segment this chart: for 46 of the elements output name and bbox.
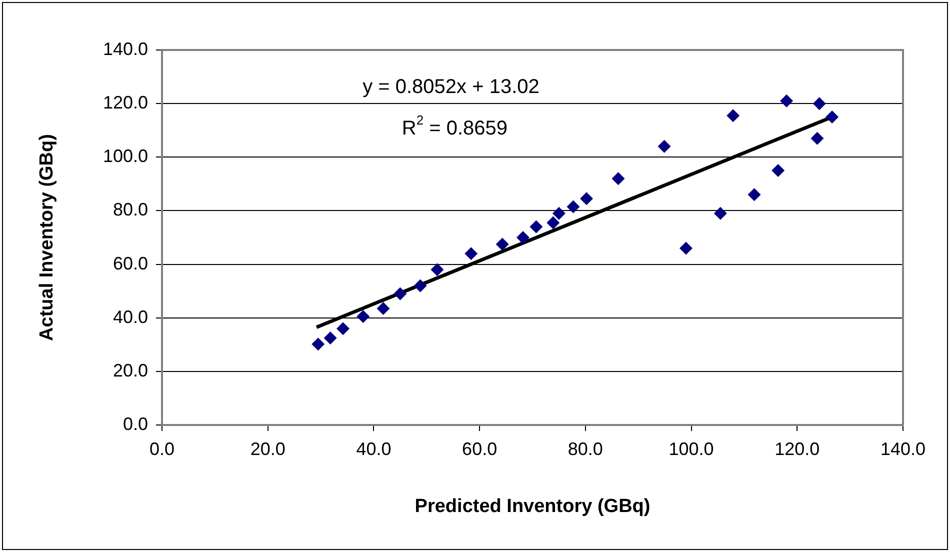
point <box>748 188 761 202</box>
point <box>376 302 390 315</box>
point <box>552 206 566 220</box>
point <box>324 331 337 344</box>
x-tick-label: 60.0 <box>462 438 498 459</box>
x-tick-label: 120.0 <box>774 438 820 459</box>
point <box>566 200 580 214</box>
point <box>496 238 509 251</box>
point <box>356 310 370 324</box>
point <box>546 216 560 230</box>
point <box>414 279 427 292</box>
point <box>336 322 350 336</box>
x-tick-label: 140.0 <box>880 438 926 459</box>
point <box>810 132 824 145</box>
point <box>714 206 727 220</box>
point <box>580 192 593 206</box>
point <box>530 220 543 234</box>
point <box>780 94 794 108</box>
point <box>726 109 740 122</box>
point <box>312 338 325 351</box>
point <box>464 247 478 260</box>
y-axis-title: Actual Inventory (GBq) <box>36 134 58 341</box>
x-tick-label: 80.0 <box>568 438 603 459</box>
annotation: y = 0.8052x + 13.02 <box>362 76 540 98</box>
point <box>658 140 671 153</box>
x-axis-title: Predicted Inventory (GBq) <box>414 496 650 517</box>
point <box>516 231 530 244</box>
x-tick-label: 0.0 <box>149 438 175 459</box>
point <box>612 172 625 186</box>
point <box>679 242 692 255</box>
point <box>394 287 407 300</box>
point <box>826 110 839 124</box>
x-tick-label: 40.0 <box>356 438 392 459</box>
y-tick-label: 20.0 <box>112 360 148 380</box>
x-tick-label: 20.0 <box>250 438 286 459</box>
y-tick-label: 0.0 <box>122 414 148 434</box>
y-tick-label: 120.0 <box>102 92 148 113</box>
y-tick-label: 100.0 <box>102 146 148 166</box>
point <box>812 97 826 110</box>
point <box>430 263 444 276</box>
point <box>772 164 785 178</box>
y-tick-label: 80.0 <box>112 200 148 220</box>
y-tick-label: 40.0 <box>112 306 148 327</box>
x-tick-label: 100.0 <box>668 438 714 459</box>
y-tick-label: 140.0 <box>102 38 148 59</box>
y-tick-label: 60.0 <box>112 253 148 274</box>
